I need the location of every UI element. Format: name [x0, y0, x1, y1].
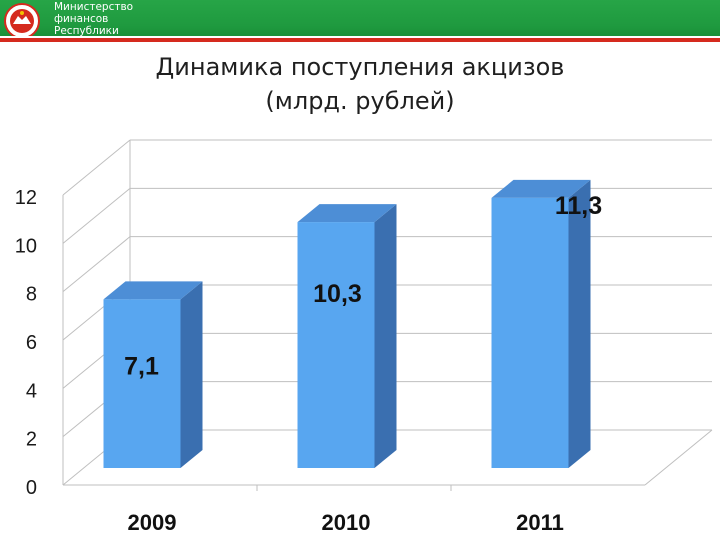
header-banner: Министерство финансов Республики: [0, 0, 720, 42]
ministry-line-2: финансов: [54, 13, 109, 25]
header-white-stripe: [0, 36, 720, 38]
ministry-name: Министерство финансов Республики: [54, 1, 164, 39]
bar-top-2009: [103, 281, 203, 300]
y-tick-label-1: 2: [26, 429, 37, 451]
chart-title: Динамика поступления акцизов (млрд. рубл…: [0, 50, 720, 118]
bar-side-2009: [180, 281, 203, 468]
y-tick-label-0: 0: [26, 477, 37, 499]
bar-side-2010: [374, 204, 397, 468]
chart-title-line-2: (млрд. рублей): [265, 87, 455, 115]
gridline-side-4: [62, 236, 131, 293]
data-label-2009: 7,1: [124, 352, 159, 380]
gridline-side-5: [62, 187, 131, 244]
x-tick-label-2011: 2011: [516, 510, 564, 535]
bar-2010: [297, 222, 375, 468]
ministry-line-3: Республики: [54, 25, 119, 37]
bar-top-2011: [491, 179, 591, 198]
data-label-2010: 10,3: [313, 280, 362, 308]
y-tick-label-3: 6: [26, 332, 37, 354]
y-tick-label-4: 8: [26, 284, 37, 306]
header-red-stripe: [0, 38, 720, 42]
chart-title-line-1: Динамика поступления акцизов: [155, 53, 565, 81]
y-tick-label-6: 12: [15, 187, 37, 209]
bar-top-2010: [297, 204, 397, 223]
bar-side-2011: [568, 179, 591, 468]
bar-2011: [491, 197, 569, 468]
ministry-line-1: Министерство: [54, 1, 134, 13]
x-tick-label-2009: 2009: [128, 510, 177, 535]
bar-2009: [103, 299, 181, 468]
data-label-2011: 11,3: [555, 192, 602, 220]
floor-right-edge: [644, 429, 713, 486]
excise-bar-chart: 0 2 4 6 8 10 12 7,1 2009 10,3 2010 11,3 2011: [15, 139, 713, 535]
x-tick-label-2010: 2010: [322, 510, 371, 535]
gridline-side-6: [62, 139, 131, 196]
y-tick-label-2: 4: [26, 380, 37, 402]
y-tick-label-5: 10: [15, 235, 37, 257]
tatarstan-emblem-icon: [4, 3, 40, 39]
